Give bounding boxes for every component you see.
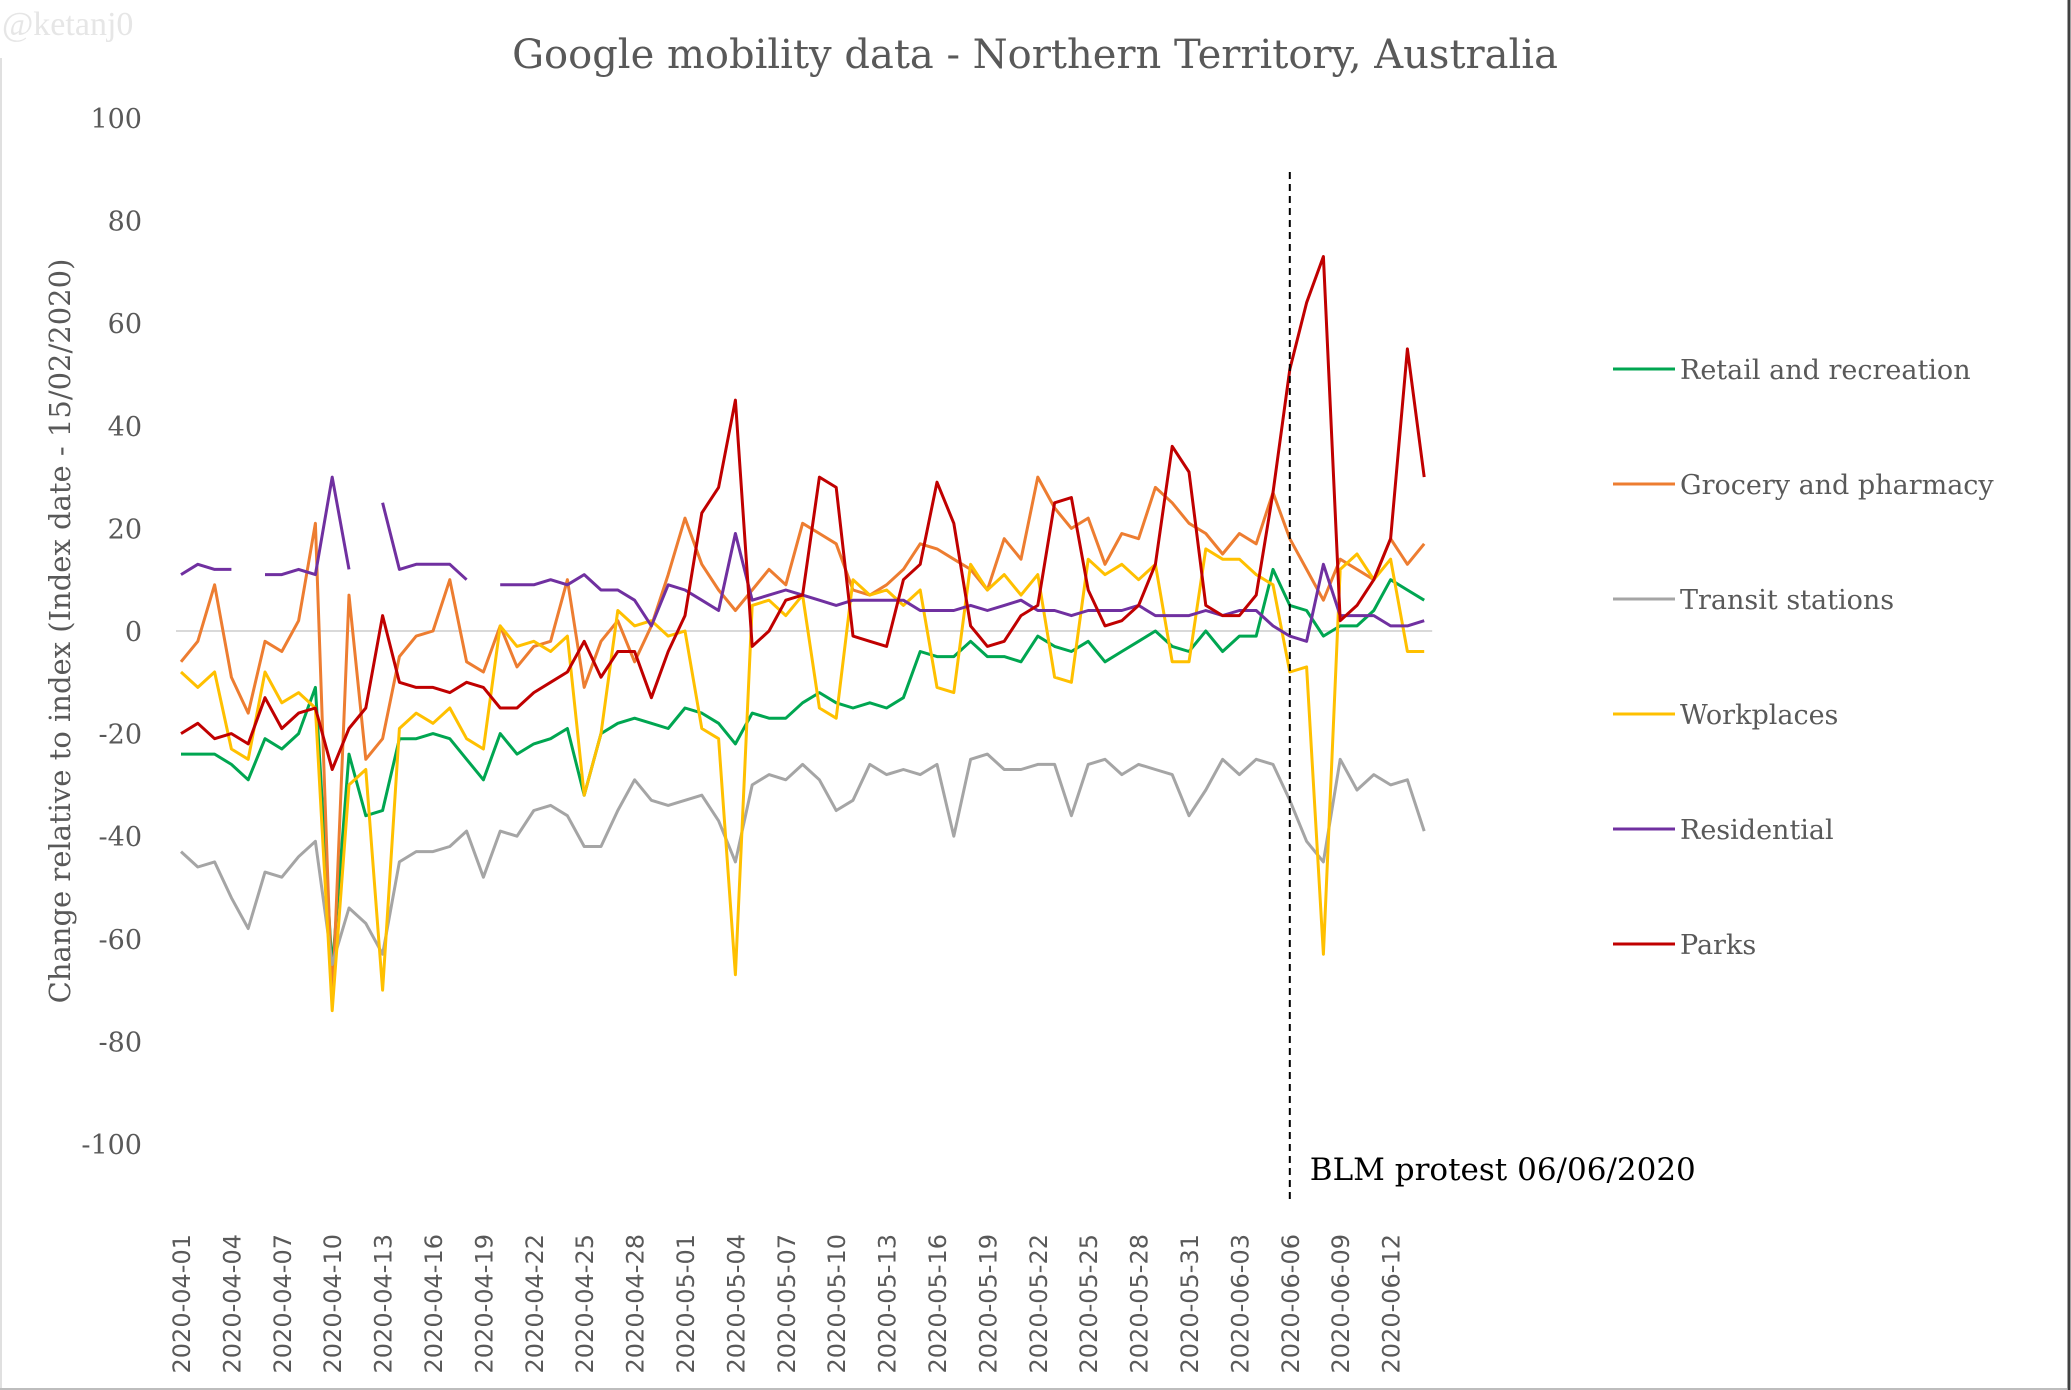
- series-line-parks: [180, 255, 1426, 771]
- x-tick-label: 2020-06-09: [1327, 1234, 1355, 1373]
- legend-label: Grocery and pharmacy: [1680, 470, 1994, 501]
- x-tick-label: 2020-05-01: [672, 1234, 700, 1373]
- y-tick-label: -20: [99, 720, 142, 751]
- legend: Retail and recreation Grocery and pharmac…: [1613, 355, 1994, 961]
- x-tick-label: 2020-04-01: [168, 1234, 196, 1373]
- y-tick-label: 40: [108, 412, 142, 443]
- x-tick-label: 2020-06-06: [1277, 1234, 1305, 1373]
- x-tick-label: 2020-06-03: [1226, 1234, 1254, 1373]
- x-tick-label: 2020-04-19: [470, 1234, 498, 1373]
- legend-item: Grocery and pharmacy: [1613, 470, 1994, 501]
- x-tick-label: 2020-05-22: [1025, 1234, 1053, 1373]
- y-tick-label: -60: [99, 925, 142, 956]
- y-tick-label: 80: [108, 207, 142, 238]
- x-tick-label: 2020-04-04: [218, 1234, 246, 1373]
- x-tick-label: 2020-04-10: [319, 1234, 347, 1373]
- x-tick-label: 2020-05-25: [1075, 1234, 1103, 1373]
- x-tick-label: 2020-04-25: [571, 1234, 599, 1373]
- y-tick-label: 0: [125, 617, 142, 648]
- x-tick-label: 2020-05-10: [823, 1234, 851, 1373]
- x-tick-label: 2020-04-22: [521, 1234, 549, 1373]
- series-line-residential: [180, 475, 1425, 643]
- legend-label: Residential: [1680, 815, 1834, 846]
- x-tick-label: 2020-05-04: [722, 1234, 750, 1373]
- watermark: @ketanj0: [2, 6, 134, 43]
- series-line-workplaces: [179, 547, 1425, 1013]
- x-tick-label: 2020-04-16: [420, 1234, 448, 1373]
- y-tick-label: -80: [99, 1027, 142, 1058]
- x-tick-label: 2020-05-07: [773, 1234, 801, 1373]
- legend-item: Residential: [1613, 815, 1834, 846]
- series-line-grocery-and-pharmacy: [179, 475, 1426, 1007]
- x-tick-label: 2020-04-28: [622, 1234, 650, 1373]
- legend-label: Workplaces: [1680, 700, 1838, 731]
- series-lines: [179, 255, 1426, 1013]
- x-tick-labels: 2020-04-01 2020-04-04 2020-04-07 2020-04-10…: [168, 1234, 1406, 1373]
- y-tick-label: 20: [108, 514, 142, 545]
- x-tick-label: 2020-04-07: [269, 1234, 297, 1373]
- legend-item: Transit stations: [1613, 585, 1894, 616]
- legend-label: Parks: [1680, 930, 1756, 961]
- chart-title: Google mobility data - Northern Territor…: [512, 32, 1558, 78]
- x-tick-label: 2020-05-28: [1126, 1234, 1154, 1373]
- legend-item: Retail and recreation: [1613, 355, 1971, 386]
- x-tick-label: 2020-05-13: [874, 1234, 902, 1373]
- series-line-retail-and-recreation: [181, 567, 1425, 972]
- legend-label: Transit stations: [1680, 585, 1894, 616]
- x-tick-label: 2020-04-13: [370, 1234, 398, 1373]
- legend-item: Workplaces: [1613, 700, 1838, 731]
- legend-label: Retail and recreation: [1680, 355, 1971, 386]
- x-tick-label: 2020-05-19: [974, 1234, 1002, 1373]
- y-tick-labels: 100 80 60 40 20 0 -20 -40 -60 -80 -100: [81, 104, 142, 1161]
- y-tick-label: -100: [81, 1130, 142, 1161]
- y-axis-label: Change relative to index (Index date - 1…: [43, 259, 77, 1004]
- y-tick-label: 60: [108, 309, 142, 340]
- x-tick-label: 2020-06-12: [1378, 1234, 1406, 1373]
- x-tick-label: 2020-05-16: [924, 1234, 952, 1373]
- y-tick-label: -40: [99, 822, 142, 853]
- x-tick-label: 2020-05-31: [1176, 1234, 1204, 1373]
- legend-item: Parks: [1613, 930, 1756, 961]
- y-tick-label: 100: [90, 104, 142, 135]
- annotation-label: BLM protest 06/06/2020: [1310, 1152, 1696, 1188]
